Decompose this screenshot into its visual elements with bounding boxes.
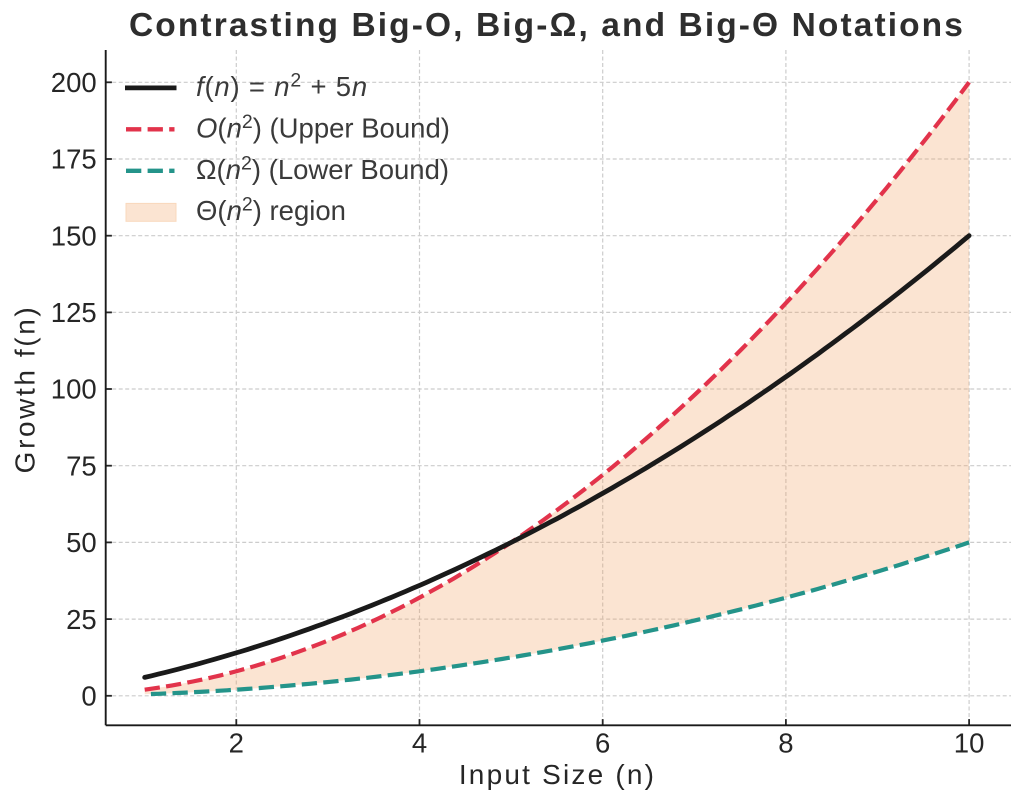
svg-text:Growth f(n): Growth f(n): [10, 305, 41, 474]
svg-text:Ω(n2) (Lower Bound): Ω(n2) (Lower Bound): [196, 152, 449, 185]
svg-text:125: 125: [51, 297, 97, 328]
svg-text:100: 100: [51, 374, 97, 405]
svg-text:Input Size (n): Input Size (n): [459, 759, 656, 790]
svg-text:Θ(n2) region: Θ(n2) region: [196, 194, 346, 227]
svg-text:6: 6: [595, 728, 610, 759]
svg-text:175: 175: [51, 144, 97, 175]
svg-text:10: 10: [954, 728, 985, 759]
svg-text:25: 25: [66, 604, 97, 635]
svg-text:f(n) = n2 + 5n: f(n) = n2 + 5n: [196, 69, 368, 102]
svg-text:0: 0: [81, 681, 96, 712]
svg-text:75: 75: [66, 450, 97, 481]
svg-text:O(n2) (Upper Bound): O(n2) (Upper Bound): [196, 111, 450, 144]
svg-text:50: 50: [66, 527, 97, 558]
svg-text:Contrasting Big-O, Big-Ω, and: Contrasting Big-O, Big-Ω, and Big-Θ Nota…: [129, 7, 965, 44]
svg-text:2: 2: [229, 728, 244, 759]
svg-text:4: 4: [412, 728, 427, 759]
svg-text:150: 150: [51, 220, 97, 251]
svg-text:200: 200: [51, 67, 97, 98]
svg-text:8: 8: [778, 728, 793, 759]
